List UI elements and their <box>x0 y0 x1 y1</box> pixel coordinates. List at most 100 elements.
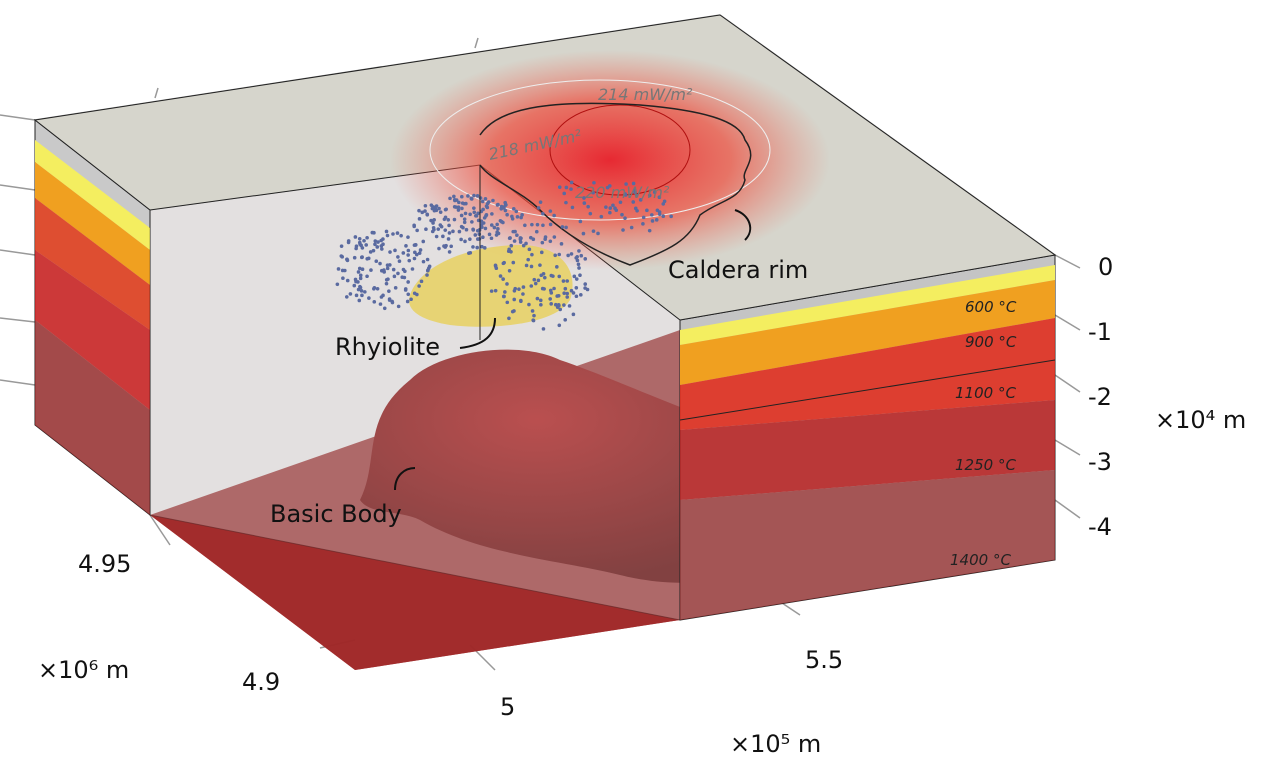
seismic-event <box>415 293 419 297</box>
annotation: Caldera rim <box>668 256 808 284</box>
seismic-event <box>502 295 506 299</box>
seismic-event <box>544 235 548 239</box>
seismic-event <box>382 268 386 272</box>
seismic-event <box>565 295 569 299</box>
seismic-event <box>446 218 450 222</box>
seismic-event <box>557 304 561 308</box>
seismic-event <box>511 261 515 265</box>
seismic-event <box>505 282 509 286</box>
seismic-event <box>457 208 461 212</box>
seismic-event <box>360 255 364 259</box>
seismic-event <box>468 212 472 216</box>
seismic-event <box>572 313 576 317</box>
seismic-event <box>512 207 516 211</box>
y-tick-label: 4.9 <box>242 668 280 696</box>
isotherm-label: 1100 °C <box>955 384 1016 402</box>
seismic-event <box>535 230 539 234</box>
z-axis-unit: ×10⁴ m <box>1155 406 1246 434</box>
seismic-event <box>480 245 484 249</box>
seismic-event <box>589 212 593 216</box>
seismic-event <box>406 280 410 284</box>
seismic-event <box>487 200 491 204</box>
seismic-event <box>364 243 368 247</box>
seismic-event <box>522 285 526 289</box>
seismic-event <box>419 248 423 252</box>
seismic-event <box>534 282 538 286</box>
seismic-event <box>532 278 536 282</box>
seismic-event <box>447 224 451 228</box>
seismic-event <box>541 241 545 245</box>
seismic-event <box>571 206 575 210</box>
seismic-event <box>360 289 364 293</box>
seismic-event <box>452 195 456 199</box>
seismic-event <box>536 297 540 301</box>
seismic-event <box>490 289 494 293</box>
seismic-event <box>499 274 503 278</box>
seismic-event <box>406 235 410 239</box>
seismic-event <box>367 257 371 261</box>
seismic-event <box>503 201 507 205</box>
seismic-event <box>398 259 402 263</box>
seismic-event <box>481 208 485 212</box>
seismic-event <box>558 308 562 312</box>
seismic-event <box>570 181 574 185</box>
seismic-event <box>355 294 359 298</box>
seismic-event <box>540 251 544 255</box>
seismic-event <box>365 236 369 240</box>
seismic-event <box>449 244 453 248</box>
seismic-event <box>418 217 422 221</box>
seismic-event <box>508 236 512 240</box>
annotation: Basic Body <box>270 500 402 528</box>
seismic-event <box>577 249 581 253</box>
seismic-event <box>552 287 556 291</box>
seismic-event <box>431 207 435 211</box>
seismic-event <box>519 299 523 303</box>
seismic-event <box>596 232 600 236</box>
seismic-event <box>490 236 494 240</box>
seismic-event <box>424 204 428 208</box>
seismic-event <box>346 279 350 283</box>
seismic-event <box>536 223 540 227</box>
seismic-event <box>388 250 392 254</box>
seismic-event <box>576 259 580 263</box>
seismic-event <box>570 252 574 256</box>
seismic-event <box>582 232 586 236</box>
seismic-event <box>412 225 416 229</box>
seismic-event <box>376 240 380 244</box>
seismic-event <box>661 214 665 218</box>
seismic-event <box>346 259 350 263</box>
seismic-event <box>510 215 514 219</box>
seismic-event <box>393 249 397 253</box>
seismic-event <box>443 217 447 221</box>
seismic-event <box>557 275 561 279</box>
seismic-event <box>424 227 428 231</box>
seismic-event <box>349 292 353 296</box>
seismic-event <box>352 284 356 288</box>
seismic-event <box>579 254 583 258</box>
seismic-event <box>392 268 396 272</box>
seismic-event <box>565 186 569 190</box>
seismic-event <box>376 287 380 291</box>
seismic-event <box>435 235 439 239</box>
seismic-event <box>531 318 535 322</box>
heat-anomaly <box>390 50 830 270</box>
seismic-event <box>397 305 401 309</box>
seismic-event <box>515 233 519 237</box>
seismic-event <box>527 303 531 307</box>
seismic-event <box>413 243 417 247</box>
seismic-event <box>558 185 562 189</box>
seismic-event <box>385 282 389 286</box>
seismic-event <box>566 254 570 258</box>
seismic-event <box>426 258 430 262</box>
seismic-event <box>529 284 533 288</box>
seismic-event <box>460 195 464 199</box>
x-tick-label: 5.5 <box>805 646 843 674</box>
seismic-event <box>401 251 405 255</box>
seismic-event <box>373 243 377 247</box>
seismic-event <box>485 204 489 208</box>
seismic-event <box>575 286 579 290</box>
seismic-event <box>439 210 443 214</box>
seismic-event <box>516 215 520 219</box>
seismic-event <box>476 211 480 215</box>
seismic-event <box>380 247 384 251</box>
